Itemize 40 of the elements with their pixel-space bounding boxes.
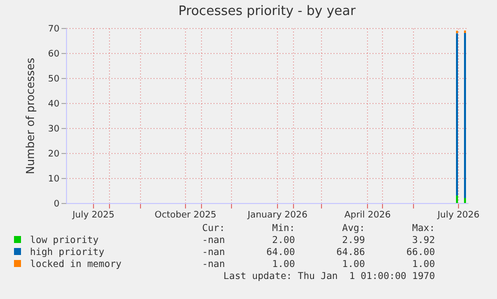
y-tick-label: 60 xyxy=(48,50,60,60)
bar xyxy=(456,30,458,34)
text: 1.00 xyxy=(341,258,365,270)
x-tick-label: July 2026 xyxy=(436,210,480,220)
y-tick-label: 20 xyxy=(48,150,60,160)
text: Max: xyxy=(411,222,435,234)
y-tick-label: 10 xyxy=(48,174,60,184)
y-tick-label: 0 xyxy=(54,200,60,210)
x-tick-label: January 2026 xyxy=(246,210,308,220)
legend-label: locked in memory xyxy=(29,258,123,270)
text: -nan xyxy=(201,246,225,258)
text: 3.92 xyxy=(411,234,435,246)
text: -nan xyxy=(201,234,225,246)
text: 2.99 xyxy=(341,234,365,246)
legend-label: high priority xyxy=(29,246,106,258)
text: 2.00 xyxy=(271,234,295,246)
text: 1.00 xyxy=(411,258,435,270)
legend-label: low priority xyxy=(29,234,100,246)
text: 64.00 xyxy=(265,246,295,258)
text: 64.86 xyxy=(335,246,365,258)
x-tick-label: July 2025 xyxy=(72,210,114,220)
bar xyxy=(464,33,466,198)
text: 1.00 xyxy=(271,258,295,270)
x-tick-label: April 2026 xyxy=(344,210,391,220)
bar xyxy=(456,33,458,196)
text: Min: xyxy=(271,222,295,234)
y-tick-label: 40 xyxy=(48,100,60,110)
text: Avg: xyxy=(341,222,365,234)
bar xyxy=(456,196,458,203)
text: 66.00 xyxy=(405,246,435,258)
text: Cur: xyxy=(201,222,225,234)
y-axis-title: Number of processes xyxy=(24,57,38,174)
chart-title: Processes priority - by year xyxy=(178,4,356,19)
y-tick-label: 30 xyxy=(48,124,60,134)
text: -nan xyxy=(201,258,225,270)
y-tick-label: 70 xyxy=(48,24,60,34)
text: Last update: Thu Jan 1 01:00:00 1970 xyxy=(222,270,435,282)
x-tick-label: October 2025 xyxy=(154,210,216,220)
bar xyxy=(464,198,466,203)
y-tick-label: 50 xyxy=(48,74,60,84)
